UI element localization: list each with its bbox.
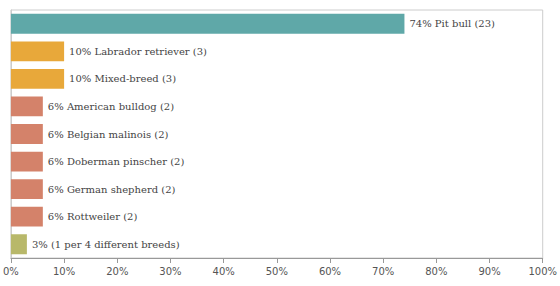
svg-text:70%: 70% xyxy=(372,266,394,277)
svg-text:6% German shepherd (2): 6% German shepherd (2) xyxy=(48,184,176,195)
svg-text:90%: 90% xyxy=(478,266,500,277)
svg-text:74% Pit bull (23): 74% Pit bull (23) xyxy=(409,18,495,29)
svg-text:60%: 60% xyxy=(319,266,341,277)
svg-text:10% Labrador retriever (3): 10% Labrador retriever (3) xyxy=(69,46,207,57)
svg-text:6% Doberman pinscher (2): 6% Doberman pinscher (2) xyxy=(48,156,185,167)
svg-text:10%: 10% xyxy=(53,266,75,277)
svg-text:80%: 80% xyxy=(425,266,447,277)
svg-text:40%: 40% xyxy=(213,266,235,277)
svg-text:6% Rottweiler (2): 6% Rottweiler (2) xyxy=(48,211,138,222)
svg-text:3% (1 per 4 different breeds): 3% (1 per 4 different breeds) xyxy=(32,239,180,250)
svg-text:6% American bulldog (2): 6% American bulldog (2) xyxy=(48,101,174,112)
svg-text:10% Mixed-breed (3): 10% Mixed-breed (3) xyxy=(69,73,176,84)
svg-text:30%: 30% xyxy=(159,266,181,277)
svg-text:20%: 20% xyxy=(106,266,128,277)
svg-text:6% Belgian malinois (2): 6% Belgian malinois (2) xyxy=(48,129,169,140)
svg-text:50%: 50% xyxy=(266,266,288,277)
svg-text:0%: 0% xyxy=(3,266,19,277)
svg-text:100%: 100% xyxy=(528,266,557,277)
